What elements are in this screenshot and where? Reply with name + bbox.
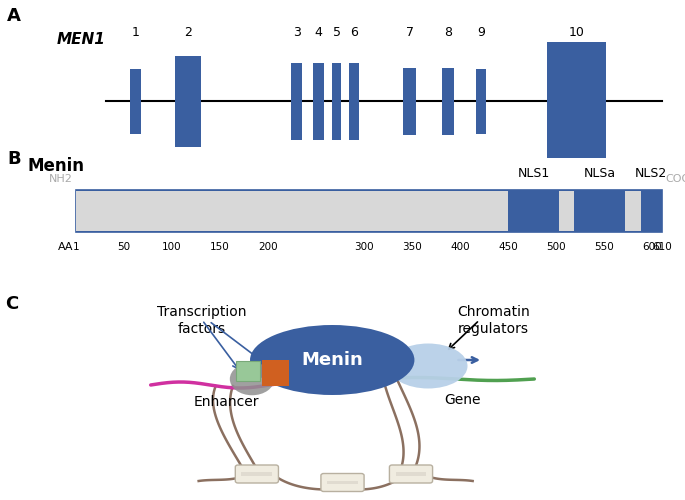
Text: 4: 4 [314,26,323,38]
FancyBboxPatch shape [236,465,278,483]
Text: 50: 50 [117,242,130,252]
Bar [332,63,341,140]
Bar [508,192,559,230]
Bar [547,42,606,160]
Bar [559,192,574,230]
Ellipse shape [250,325,414,395]
Text: 10: 10 [569,26,584,38]
Text: 3: 3 [292,26,301,38]
Bar [640,192,662,230]
Text: 200: 200 [258,242,277,252]
Text: 8: 8 [444,26,452,38]
Text: COOH: COOH [665,174,685,184]
FancyBboxPatch shape [321,474,364,492]
Bar [262,360,289,386]
Text: 7: 7 [406,26,414,38]
FancyBboxPatch shape [389,465,433,483]
Text: 1: 1 [73,242,79,252]
Text: 350: 350 [402,242,422,252]
Bar [349,63,358,140]
Text: 610: 610 [652,242,671,252]
Text: 2: 2 [184,26,192,38]
Text: Chromatin
regulators: Chromatin regulators [457,305,530,336]
Text: 300: 300 [354,242,373,252]
Text: 600: 600 [643,242,662,252]
Text: Gene: Gene [444,392,481,406]
Bar [130,69,141,134]
Text: MEN1: MEN1 [57,32,105,47]
Text: AA: AA [58,242,73,252]
Bar [241,472,273,476]
Ellipse shape [388,344,467,388]
Bar [77,190,662,232]
Bar [236,361,260,381]
Ellipse shape [230,363,274,395]
Bar [327,481,358,484]
Text: NLS1: NLS1 [517,166,549,179]
Text: 1: 1 [132,26,140,38]
Text: 400: 400 [450,242,470,252]
Text: 500: 500 [546,242,566,252]
Bar [292,63,302,140]
Text: NH2: NH2 [49,174,73,184]
Text: 550: 550 [594,242,614,252]
Text: 5: 5 [333,26,341,38]
Bar [175,56,201,147]
Text: A: A [8,7,21,25]
Bar [442,68,454,136]
Text: Enhancer: Enhancer [193,395,259,409]
Bar [574,192,625,230]
Bar [403,68,416,136]
Bar [625,192,640,230]
Text: C: C [5,295,18,313]
Text: 100: 100 [162,242,182,252]
Text: 6: 6 [350,26,358,38]
Text: NLS2: NLS2 [635,166,667,179]
Bar [395,472,426,476]
Text: Menin: Menin [301,351,363,369]
Text: NLSa: NLSa [584,166,616,179]
Bar [313,63,324,140]
Bar [475,69,486,134]
Text: 9: 9 [477,26,485,38]
Text: 150: 150 [210,242,229,252]
Text: Transcription
factors: Transcription factors [158,305,247,336]
Bar [77,192,508,230]
Text: 450: 450 [498,242,518,252]
Text: Menin: Menin [27,157,84,175]
Text: B: B [8,150,21,168]
